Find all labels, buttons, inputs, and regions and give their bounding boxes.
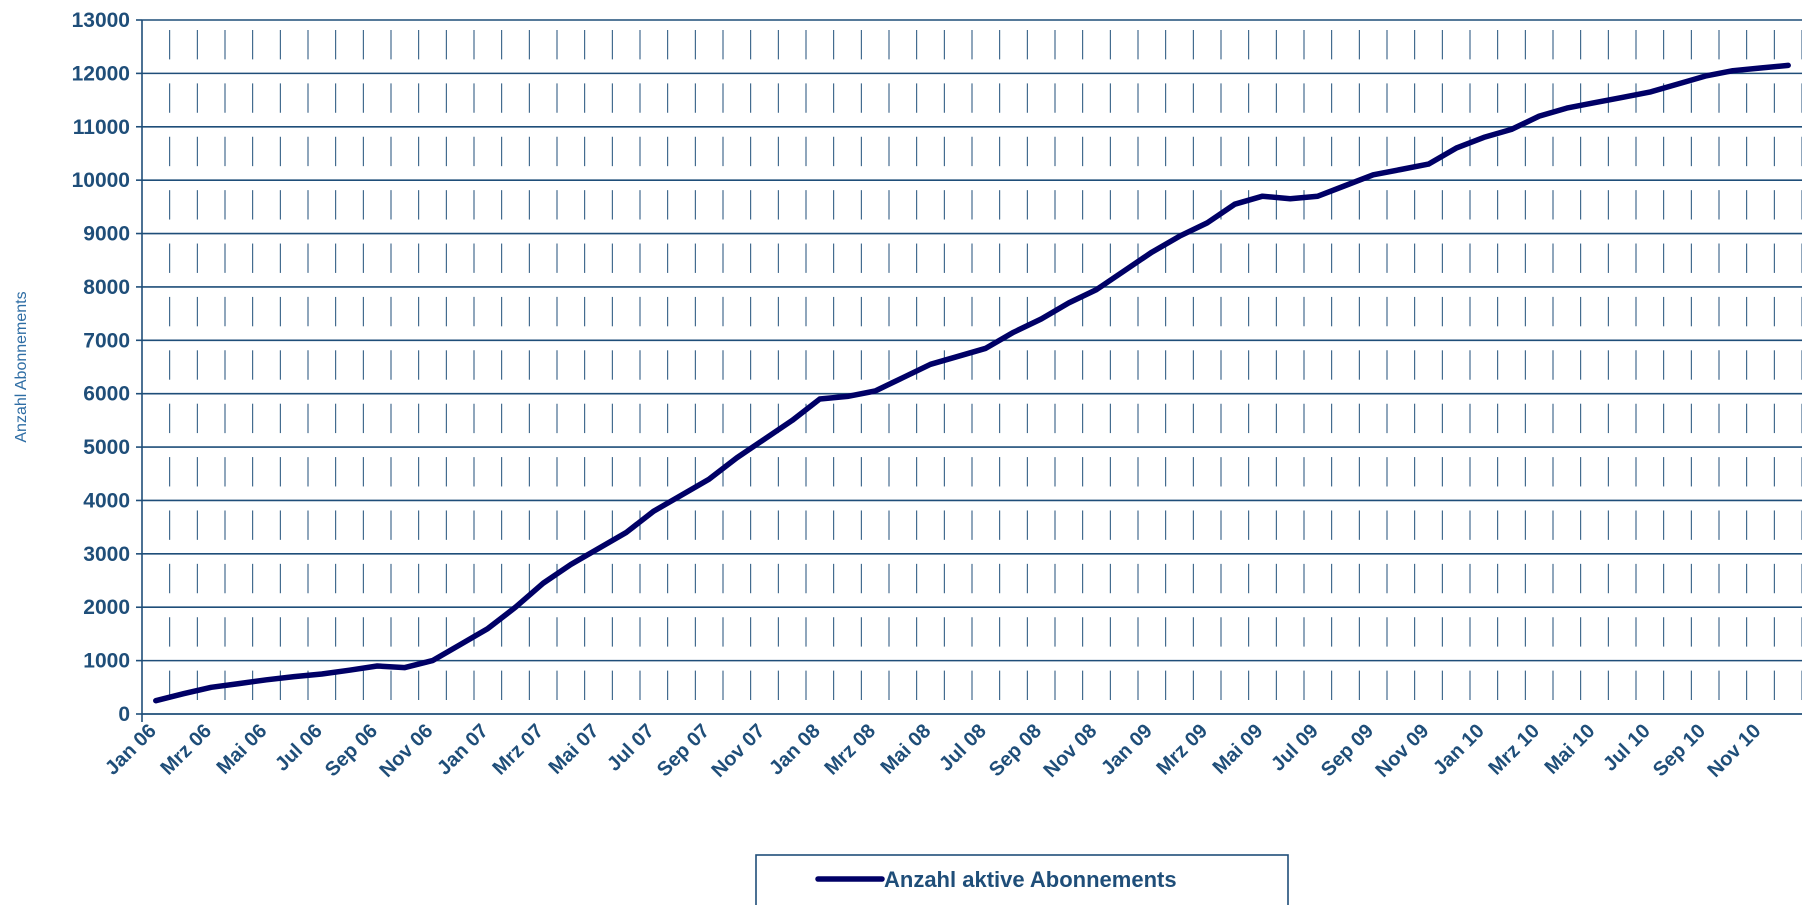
y-tick-label: 7000	[83, 329, 130, 352]
y-tick-label: 12000	[72, 62, 130, 85]
x-tick-label: Jul 07	[603, 720, 659, 776]
series-line-anzahl-aktive-abonnements	[153, 62, 1791, 704]
x-tick-label: Mai 09	[1209, 720, 1268, 779]
x-tick-label: Mai 07	[545, 720, 604, 779]
y-tick-label: 1000	[83, 650, 130, 673]
x-tick-label: Sep 06	[321, 720, 382, 781]
y-tick-label: 13000	[72, 9, 130, 32]
x-tick-label: Jan 09	[1097, 720, 1157, 780]
x-tick-label: Jul 06	[271, 720, 327, 776]
x-tick-label: Jan 08	[765, 720, 825, 780]
y-tick-label: 0	[118, 703, 130, 726]
x-tick-label: Jan 10	[1429, 720, 1489, 780]
x-tick-label: Nov 09	[1371, 720, 1433, 782]
x-tick-label: Jan 07	[433, 720, 493, 780]
x-tick-label: Jul 09	[1267, 720, 1323, 776]
x-tick-label: Sep 08	[985, 720, 1046, 781]
x-tick-label: Mrz 08	[821, 720, 881, 780]
y-tick-label: 6000	[83, 383, 130, 406]
y-tick-label: 11000	[73, 116, 130, 139]
y-tick-label: 8000	[83, 276, 130, 299]
x-tick-label: Jul 10	[1599, 720, 1655, 776]
y-tick-label: 9000	[83, 223, 130, 246]
x-tick-label: Mrz 09	[1153, 720, 1213, 780]
y-tick-label: 10000	[72, 169, 130, 192]
x-tick-label: Nov 10	[1703, 720, 1765, 782]
x-tick-label: Sep 07	[653, 720, 714, 781]
y-axis-tick-labels: 0 1000 2000 3000 4000 5000 6000 7000 8000 9000 100…	[72, 9, 142, 726]
x-tick-label: Mrz 10	[1485, 720, 1545, 780]
y-tick-label: 5000	[83, 436, 130, 459]
x-tick-label: Mrz 07	[489, 720, 549, 780]
x-tick-label: Nov 06	[375, 720, 437, 782]
x-tick-label: Jul 08	[935, 720, 991, 776]
x-tick-label: Sep 09	[1317, 720, 1378, 781]
x-tick-label: Sep 10	[1649, 720, 1710, 781]
y-tick-label: 2000	[83, 596, 130, 619]
x-tick-label: Jan 06	[101, 720, 161, 780]
x-tick-label: Nov 07	[707, 720, 769, 782]
x-tick-label: Nov 08	[1039, 720, 1101, 782]
y-axis-label: Anzahl Abonnements	[13, 291, 30, 442]
x-tick-label: Mai 10	[1541, 720, 1600, 779]
legend: Anzahl aktive Abonnements	[755, 854, 1289, 905]
x-tick-label: Mai 08	[877, 720, 936, 779]
x-tick-label: Mai 06	[213, 720, 272, 779]
x-tick-label: Mrz 06	[157, 720, 217, 780]
y-tick-label: 3000	[83, 543, 130, 566]
gridlines	[142, 19, 1802, 715]
y-tick-label: 4000	[83, 489, 130, 512]
legend-label: Anzahl aktive Abonnements	[884, 867, 1177, 892]
